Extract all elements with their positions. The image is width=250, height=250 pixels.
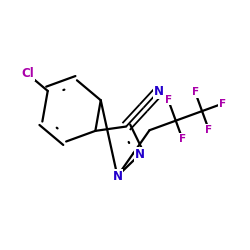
Text: Cl: Cl [21, 68, 34, 80]
Text: F: F [192, 87, 199, 97]
Text: F: F [206, 125, 212, 135]
Text: F: F [179, 134, 186, 144]
Text: F: F [164, 95, 172, 105]
Text: N: N [112, 170, 122, 182]
Text: N: N [154, 85, 164, 98]
Text: N: N [135, 148, 145, 161]
Text: F: F [219, 99, 226, 109]
